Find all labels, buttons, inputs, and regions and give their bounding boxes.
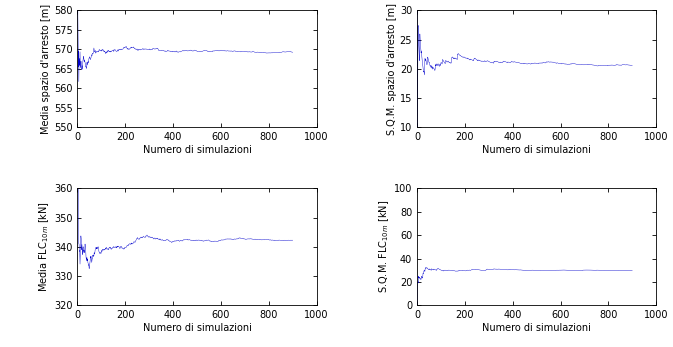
- Y-axis label: S.Q.M. FLC$_{10m}$ [kN]: S.Q.M. FLC$_{10m}$ [kN]: [377, 200, 391, 294]
- X-axis label: Numero di simulazioni: Numero di simulazioni: [482, 145, 591, 155]
- Y-axis label: Media spazio d'arresto [m]: Media spazio d'arresto [m]: [41, 4, 51, 134]
- X-axis label: Numero di simulazioni: Numero di simulazioni: [143, 323, 252, 333]
- Y-axis label: Media FLC$_{10m}$ [kN]: Media FLC$_{10m}$ [kN]: [38, 201, 51, 292]
- Y-axis label: S.Q.M. spazio d'arresto [m]: S.Q.M. spazio d'arresto [m]: [387, 3, 397, 135]
- X-axis label: Numero di simulazioni: Numero di simulazioni: [482, 323, 591, 333]
- X-axis label: Numero di simulazioni: Numero di simulazioni: [143, 145, 252, 155]
